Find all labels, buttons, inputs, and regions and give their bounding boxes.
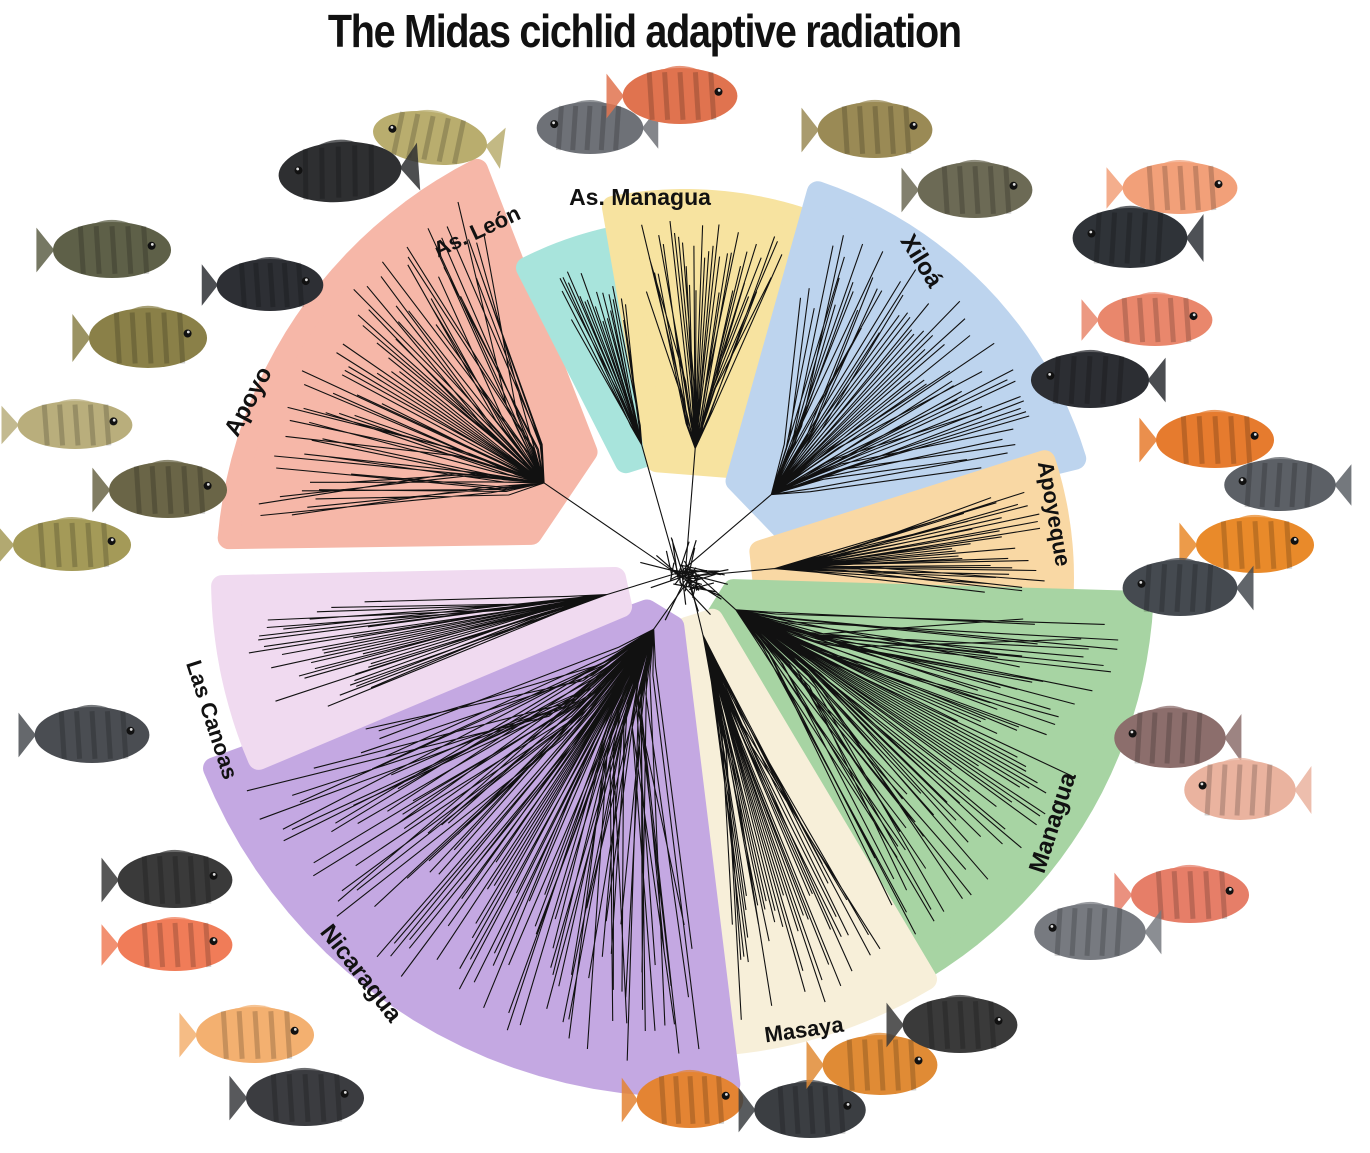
- fish-photo: [101, 849, 233, 908]
- clade-wedge: [706, 579, 1154, 990]
- clade-label: As. Managua: [569, 184, 711, 210]
- fish-photo: [92, 459, 228, 518]
- tree-branches: [246, 201, 1119, 1061]
- fish-photo: [201, 257, 324, 311]
- fish-photo: [101, 917, 233, 971]
- fish-photo: [1106, 160, 1238, 214]
- fish-photo: [1114, 705, 1242, 768]
- fish-photo: [606, 65, 738, 124]
- fish-photos: [0, 65, 1352, 1138]
- fish-photo: [36, 219, 172, 278]
- fish-photo: [1139, 409, 1275, 468]
- fish-photo: [1072, 205, 1204, 268]
- fish-photo: [621, 1069, 744, 1128]
- fish-photo: [738, 1079, 866, 1138]
- clade-branches: [681, 235, 1030, 572]
- clade-branches: [641, 221, 783, 577]
- clade-branches: [687, 491, 1045, 593]
- fish-photo: [18, 704, 150, 763]
- clade-branches: [248, 572, 679, 707]
- fish-photo: [1030, 349, 1166, 408]
- fish-photo: [179, 1004, 315, 1063]
- fish-photo: [373, 109, 506, 169]
- fish-photo: [1224, 457, 1352, 511]
- fish-photo: [1034, 901, 1162, 960]
- clade-branches: [559, 271, 683, 587]
- fish-photo: [1184, 757, 1312, 820]
- fish-photo: [1122, 557, 1254, 616]
- fish-photo: [901, 159, 1033, 218]
- fish-photo: [0, 517, 132, 571]
- tree-center: [640, 537, 729, 621]
- clade-branches: [246, 571, 700, 1061]
- fish-photo: [72, 305, 208, 368]
- fish-photo: [806, 1032, 938, 1095]
- fish-photo: [886, 994, 1018, 1053]
- clade-branches: [258, 201, 686, 580]
- clade-branches: [691, 569, 1119, 935]
- fish-photo: [536, 100, 659, 154]
- fish-photo: [1179, 514, 1315, 573]
- fish-photo: [1114, 864, 1250, 923]
- fish-photo: [801, 99, 933, 158]
- fish-photo: [1, 399, 133, 449]
- fish-photo: [278, 139, 421, 203]
- figure-title: The Midas cichlid adaptive radiation: [327, 5, 962, 57]
- fish-photo: [1081, 292, 1213, 346]
- fish-photo: [229, 1067, 365, 1126]
